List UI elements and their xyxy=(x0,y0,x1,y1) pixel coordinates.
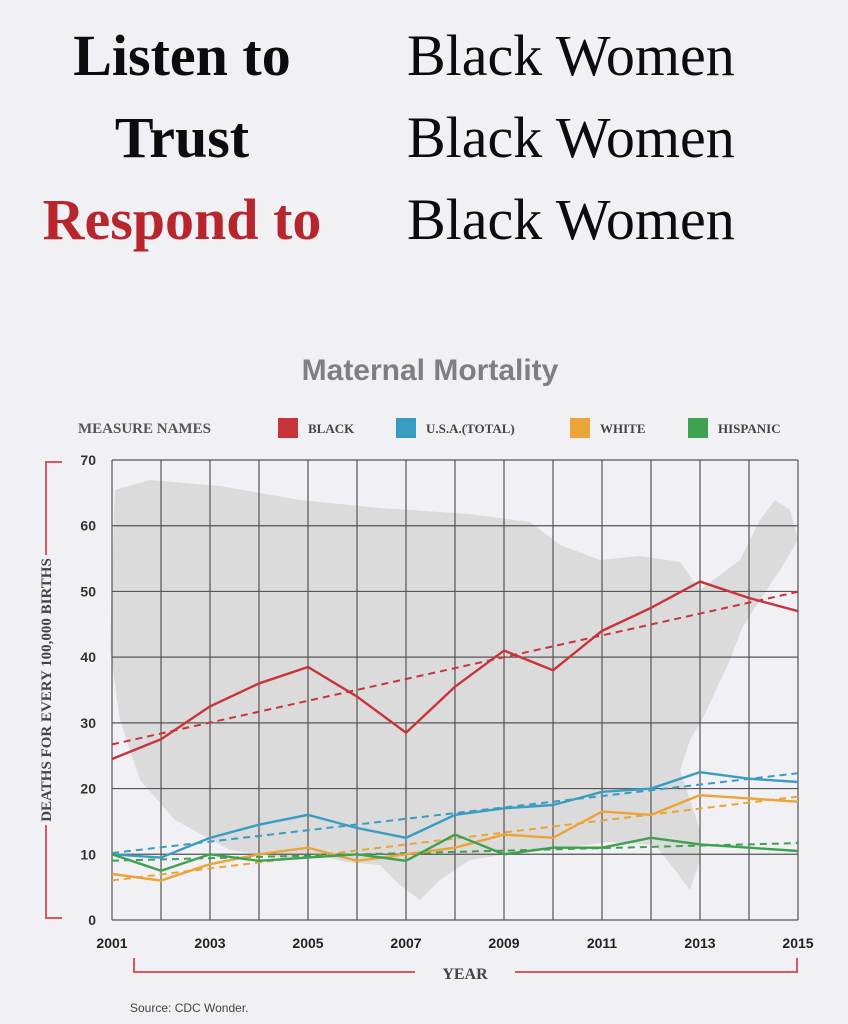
y-tick-label: 20 xyxy=(80,781,96,797)
y-axis-bracket-bottom xyxy=(45,825,62,919)
legend-label: U.S.A.(TOTAL) xyxy=(426,421,515,436)
y-tick-label: 40 xyxy=(80,649,96,665)
y-axis-bracket-top xyxy=(45,461,62,555)
headline-row-3-right: Black Women xyxy=(407,187,735,252)
series-line-black xyxy=(111,580,799,761)
series-line-u-s-a-total- xyxy=(111,770,799,859)
x-axis-bracket-left xyxy=(133,958,415,973)
x-tick-label: 2001 xyxy=(96,935,127,951)
headline-row-2-left: Trust xyxy=(114,105,250,170)
y-axis-label: DEATHS FOR EVERY 100,000 BIRTHS xyxy=(39,558,55,822)
legend: BLACK U.S.A.(TOTAL) WHITE HISPANIC xyxy=(278,418,781,438)
x-tick-label: 2007 xyxy=(390,935,421,951)
legend-label: BLACK xyxy=(308,421,355,436)
chart-title: Maternal Mortality xyxy=(302,354,559,387)
headline-row-2-right: Black Women xyxy=(407,105,735,170)
headline-row-1-right: Black Women xyxy=(407,23,735,88)
us-map-silhouette xyxy=(110,480,798,900)
y-tick-label: 0 xyxy=(88,912,96,928)
legend-title: MEASURE NAMES xyxy=(78,421,211,437)
y-tick-label: 50 xyxy=(80,583,96,599)
legend-swatch xyxy=(278,418,298,438)
y-tick-label: 10 xyxy=(80,846,96,862)
trendline-black xyxy=(111,590,799,746)
headline-row-1-left: Listen to xyxy=(73,23,291,88)
legend-label: WHITE xyxy=(600,421,646,436)
x-tick-label: 2011 xyxy=(587,935,618,951)
x-tick-label: 2015 xyxy=(782,935,813,951)
trendline-hispanic xyxy=(111,842,799,862)
x-tick-label: 2009 xyxy=(488,935,519,951)
legend-swatch xyxy=(688,418,708,438)
legend-swatch xyxy=(396,418,416,438)
x-tick-label: 2003 xyxy=(194,935,225,951)
x-axis-label: YEAR xyxy=(442,966,488,983)
x-tick-label: 2005 xyxy=(292,935,323,951)
y-tick-label: 30 xyxy=(80,715,96,731)
x-tick-label: 2013 xyxy=(684,935,715,951)
y-tick-label: 70 xyxy=(80,452,96,468)
series-line-white xyxy=(111,793,799,882)
headline-row-3-left: Respond to xyxy=(42,187,322,252)
legend-swatch xyxy=(570,418,590,438)
legend-label: HISPANIC xyxy=(718,421,781,436)
x-axis-bracket-right xyxy=(515,958,798,973)
source-note: Source: CDC Wonder. xyxy=(130,1001,249,1015)
series-line-hispanic xyxy=(111,833,799,872)
y-tick-label: 60 xyxy=(80,518,96,534)
